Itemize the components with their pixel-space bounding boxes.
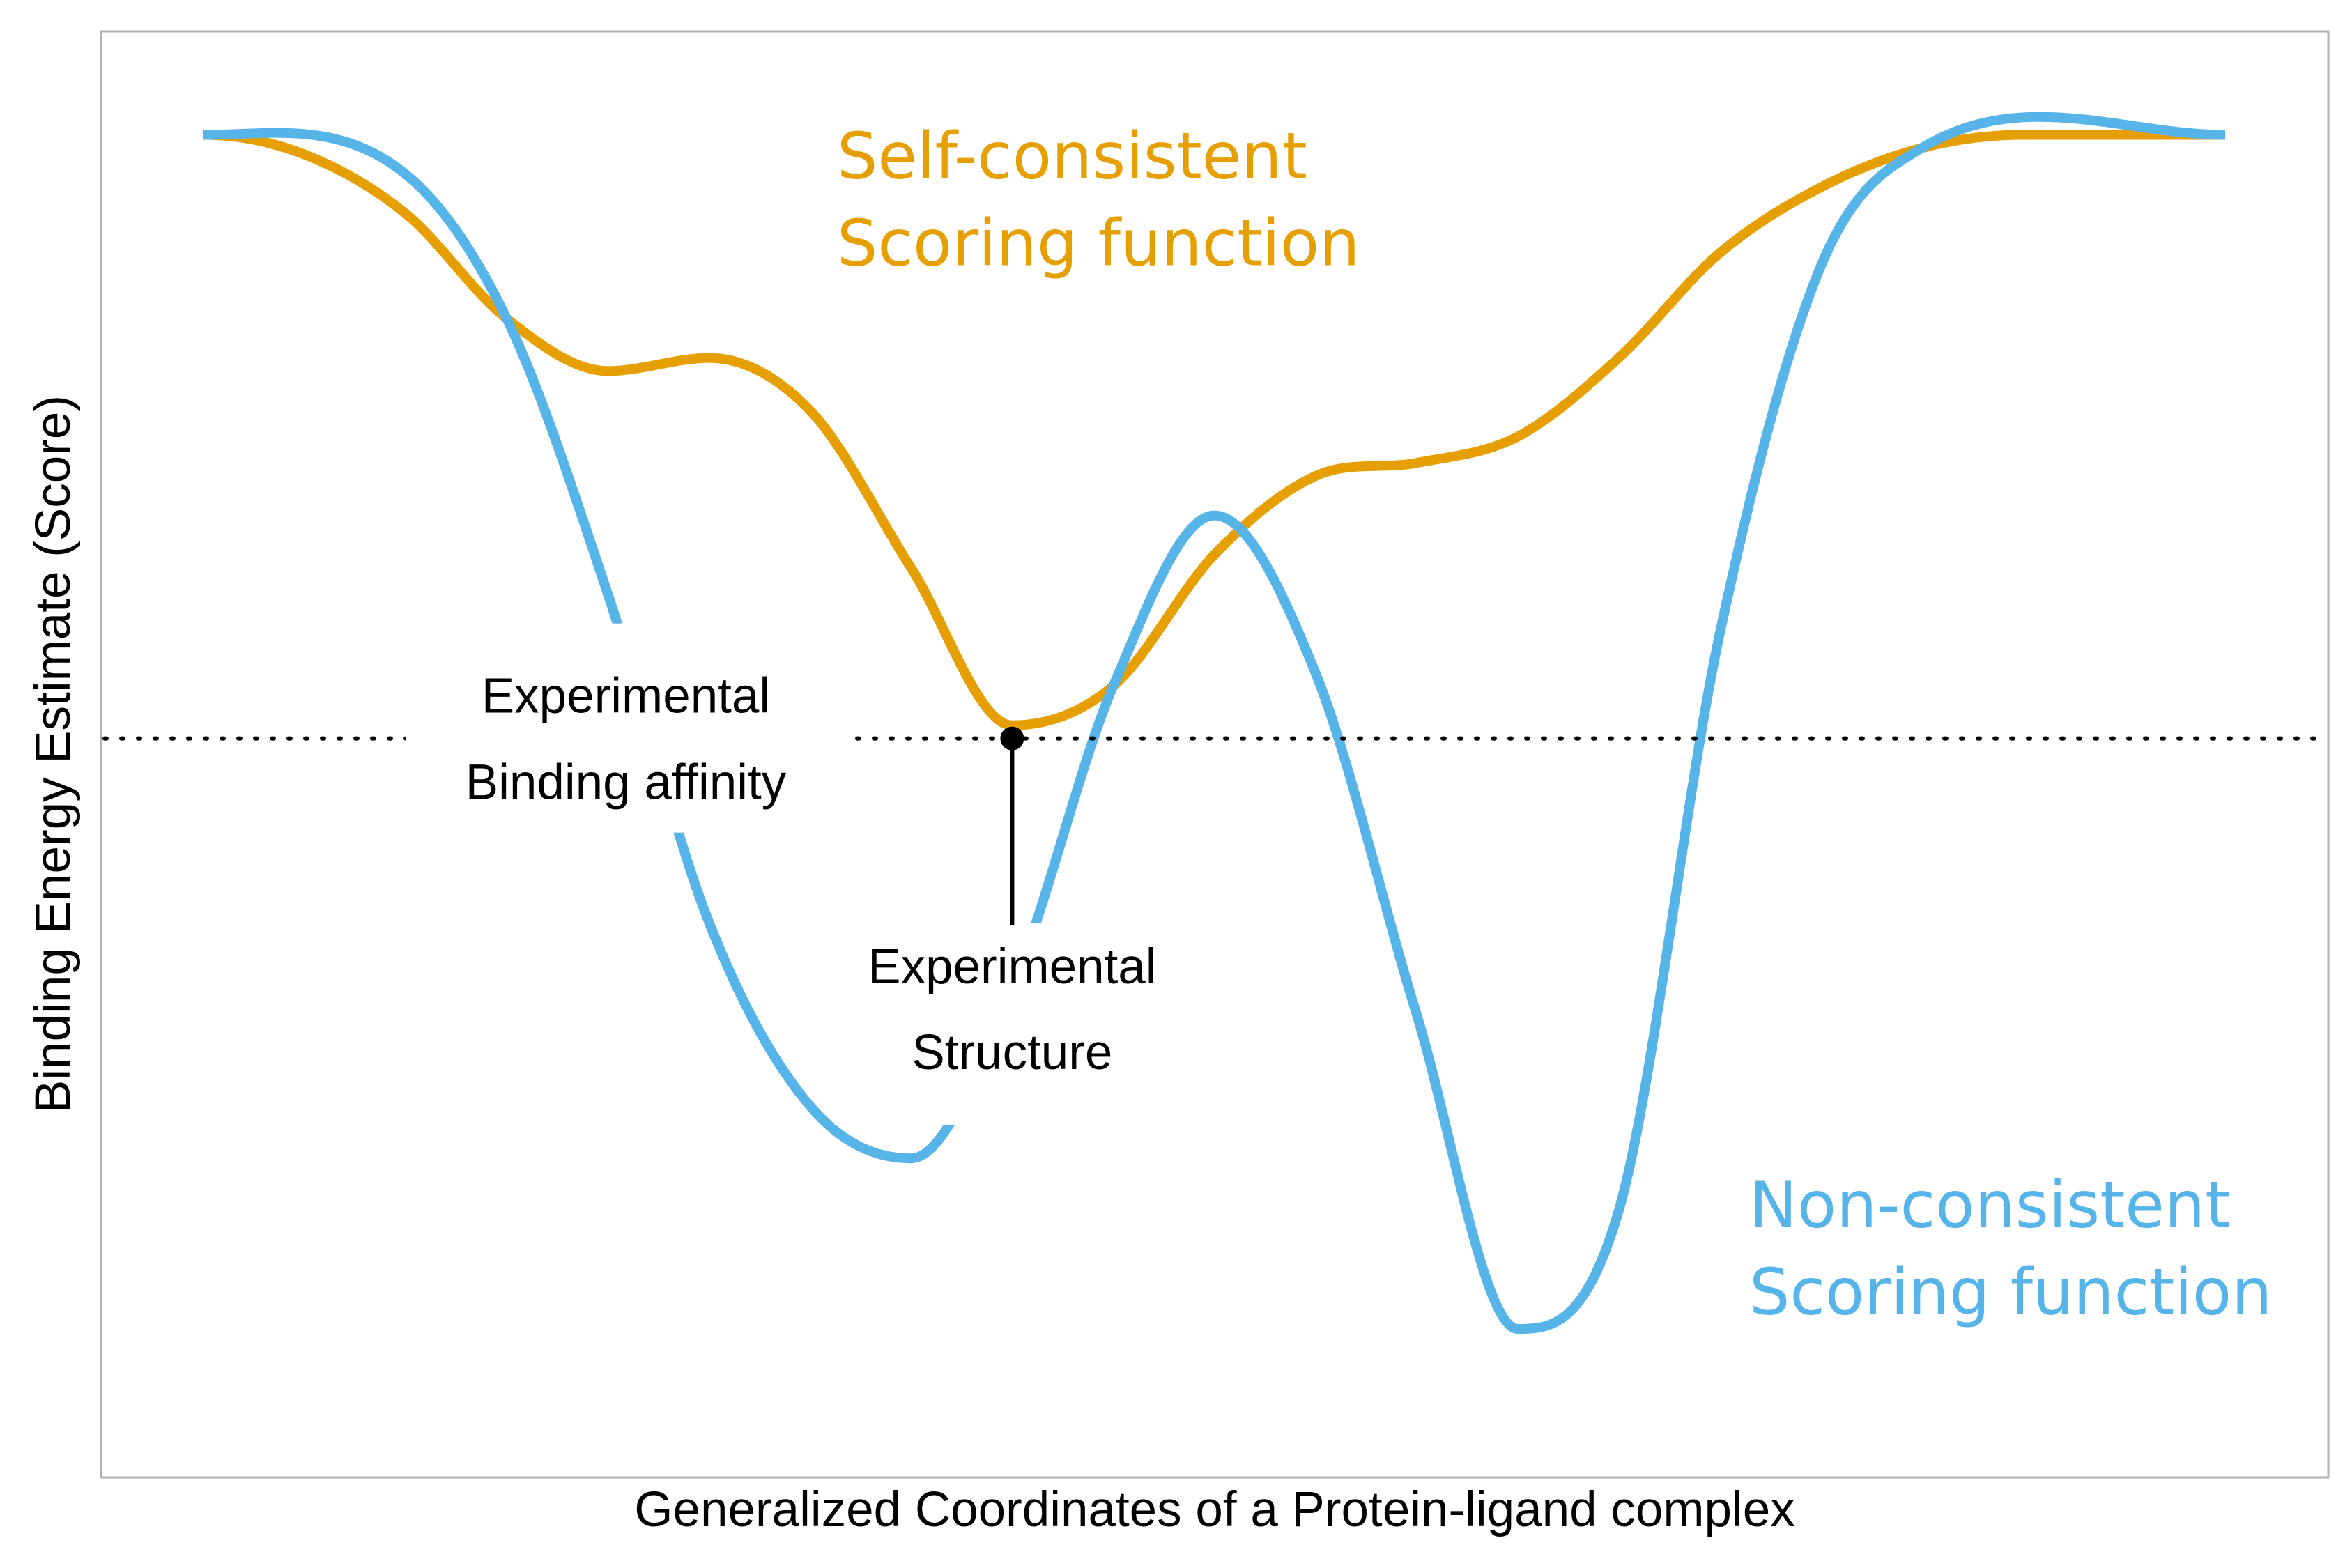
series-label-self-consistent: Scoring function — [837, 206, 1360, 280]
series-line-non-consistent — [203, 112, 2226, 1334]
x-axis-label: Generalized Coordinates of a Protein-lig… — [634, 1482, 1794, 1537]
series-line-self-consistent — [203, 130, 2225, 730]
marker-label-background — [834, 923, 1190, 1125]
experimental-structure-point — [1000, 726, 1024, 751]
reference-label-line: Experimental — [482, 668, 770, 723]
plot-area-frame — [100, 30, 2330, 1479]
reference-label-line: Binding affinity — [466, 755, 787, 810]
y-axis-label: Binding Energy Estimate (Score) — [26, 395, 81, 1113]
marker-label-line: Experimental — [868, 939, 1156, 994]
series-label-non-consistent: Scoring function — [1749, 1254, 2272, 1329]
series-label-non-consistent: Non-consistent — [1749, 1167, 2230, 1242]
reference-label-background — [406, 623, 845, 833]
overlay-layer: Experimental Binding affinity Experimental… — [102, 118, 2327, 1329]
series-label-self-consistent: Self-consistent — [837, 118, 1307, 193]
marker-label-line: Structure — [912, 1025, 1112, 1080]
curves-layer — [203, 112, 2226, 1334]
